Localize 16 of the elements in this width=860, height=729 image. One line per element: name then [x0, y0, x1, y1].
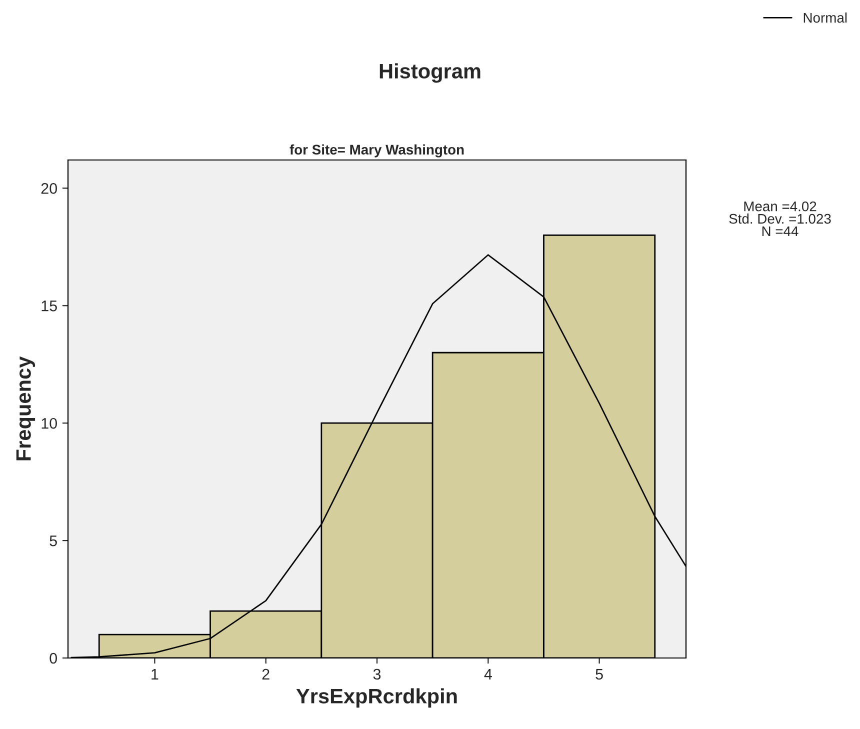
- x-tick-label: 5: [596, 668, 603, 680]
- y-tick-label: 5: [50, 536, 57, 546]
- y-tick-label: 15: [42, 300, 57, 312]
- chart-subtitle: for Site= Mary Washington: [290, 144, 464, 158]
- x-tick-label: 2: [262, 668, 270, 680]
- y-tick-label: 10: [42, 418, 57, 429]
- y-tick-label: 20: [41, 183, 57, 194]
- y-tick-label: 0: [50, 652, 57, 664]
- text: Mean =4.02 Std. Dev. =1.023 N =44: [729, 201, 831, 236]
- x-tick-label: 3: [373, 668, 381, 680]
- x-axis-title: YrsExpRcrdkpin: [296, 688, 457, 708]
- x-tick-label: 4: [484, 668, 492, 680]
- x-tick-label: 1: [152, 668, 158, 680]
- y-axis-title: Frequency: [16, 356, 36, 460]
- legend-label: Normal: [804, 12, 847, 23]
- chart-title: Histogram: [380, 63, 480, 83]
